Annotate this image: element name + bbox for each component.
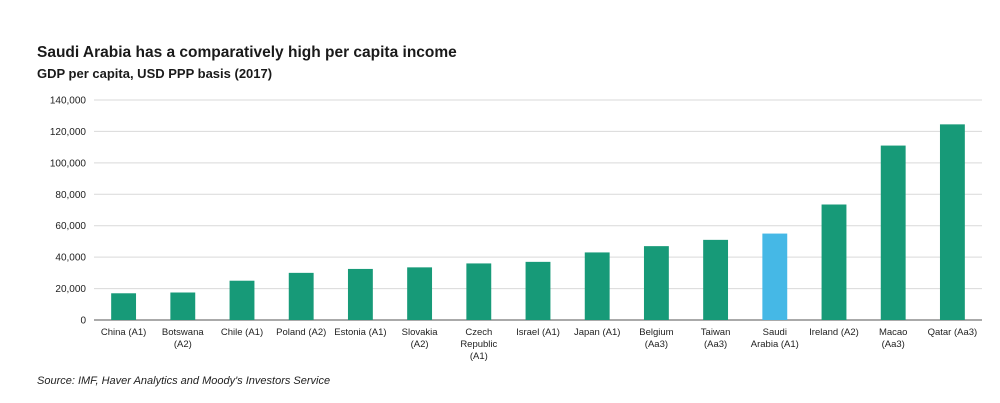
y-tick-label: 100,000 <box>50 158 87 169</box>
y-tick-label: 80,000 <box>55 190 86 201</box>
bar <box>229 280 255 320</box>
x-tick-label: Estonia (A1) <box>334 327 386 338</box>
x-tick-label: China (A1) <box>101 327 146 338</box>
bar <box>347 268 373 320</box>
x-tick-label: Japan (A1) <box>574 327 620 338</box>
y-tick-label: 40,000 <box>55 253 86 264</box>
x-tick-label: Belgium (Aa3) <box>639 327 673 350</box>
x-tick-label: Czech Republic (A1) <box>460 327 497 362</box>
y-tick-label: 60,000 <box>55 221 86 232</box>
bar <box>525 261 551 320</box>
y-tick-label: 0 <box>80 316 86 327</box>
bar <box>584 252 610 320</box>
bar <box>407 267 433 320</box>
chart-subtitle: GDP per capita, USD PPP basis (2017) <box>37 66 273 81</box>
chart-title: Saudi Arabia has a comparatively high pe… <box>37 44 457 61</box>
bar <box>288 272 314 320</box>
x-tick-label: Slovakia (A2) <box>402 327 439 350</box>
bar <box>939 124 965 320</box>
bar <box>821 204 847 320</box>
bar <box>762 233 788 320</box>
bar <box>703 239 729 320</box>
bar <box>111 293 137 320</box>
y-tick-label: 140,000 <box>50 96 87 107</box>
x-tick-label: Qatar (Aa3) <box>928 327 978 338</box>
bar <box>466 263 492 320</box>
x-tick-label: Ireland (A2) <box>809 327 859 338</box>
x-tick-label: Taiwan (Aa3) <box>701 327 731 350</box>
chart-source: Source: IMF, Haver Analytics and Moody's… <box>37 375 331 387</box>
x-tick-label: Botswana (A2) <box>162 327 204 350</box>
x-tick-label: Saudi Arabia (A1) <box>751 327 799 350</box>
x-tick-label: Israel (A1) <box>516 327 560 338</box>
x-tick-label: Poland (A2) <box>276 327 326 338</box>
bar <box>880 145 906 320</box>
x-tick-label: Chile (A1) <box>221 327 263 338</box>
x-tick-label: Macao (Aa3) <box>879 327 908 350</box>
y-tick-label: 20,000 <box>55 284 86 295</box>
bar <box>170 292 196 320</box>
bar <box>643 246 669 320</box>
y-tick-label: 120,000 <box>50 127 87 138</box>
